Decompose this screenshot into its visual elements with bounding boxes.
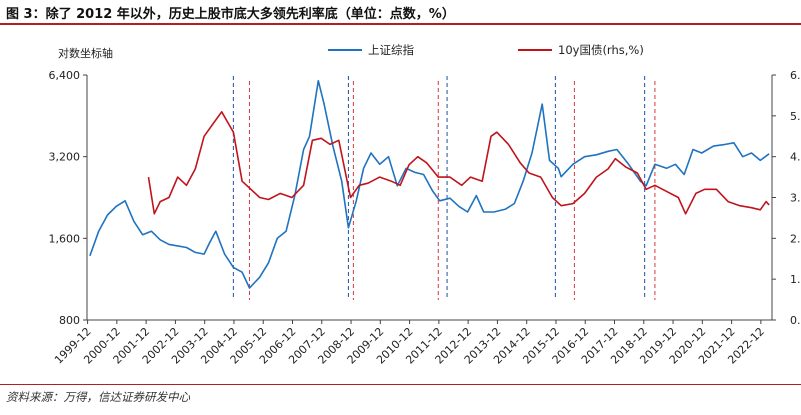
left-tick-label: 800	[59, 314, 80, 327]
right-tick-label: 5.	[790, 110, 801, 123]
right-tick-label: 6.	[790, 69, 801, 82]
source-divider	[0, 384, 801, 385]
right-tick-label: 1.	[790, 273, 801, 286]
right-tick-label: 3.	[790, 192, 801, 205]
left-tick-label: 6,400	[49, 69, 81, 82]
title-divider	[0, 23, 801, 25]
right-tick-label: 4.	[790, 151, 801, 164]
left-tick-label: 3,200	[49, 151, 81, 164]
right-tick-label: 2.	[790, 232, 801, 245]
cgb-10y-yield-line	[147, 111, 770, 215]
legend-label: 10y国债(rhs,%)	[558, 43, 644, 57]
source-note: 资料来源：万得，信达证券研发中心	[6, 390, 190, 404]
left-tick-label: 1,600	[49, 232, 81, 245]
sse-composite-line	[89, 79, 770, 289]
line-chart: 8001,6003,2006,4000.1.2.3.4.5.6.1999-122…	[49, 43, 801, 367]
plot-area: 8001,6003,2006,4000.1.2.3.4.5.6.1999-122…	[49, 43, 801, 367]
figure-title: 图 3：除了 2012 年以外，历史上股市底大多领先利率底（单位：点数，%）	[6, 7, 455, 22]
legend-label: 上证综指	[368, 43, 414, 57]
right-tick-label: 0.	[790, 314, 801, 327]
left-axis-title: 对数坐标轴	[58, 46, 113, 60]
